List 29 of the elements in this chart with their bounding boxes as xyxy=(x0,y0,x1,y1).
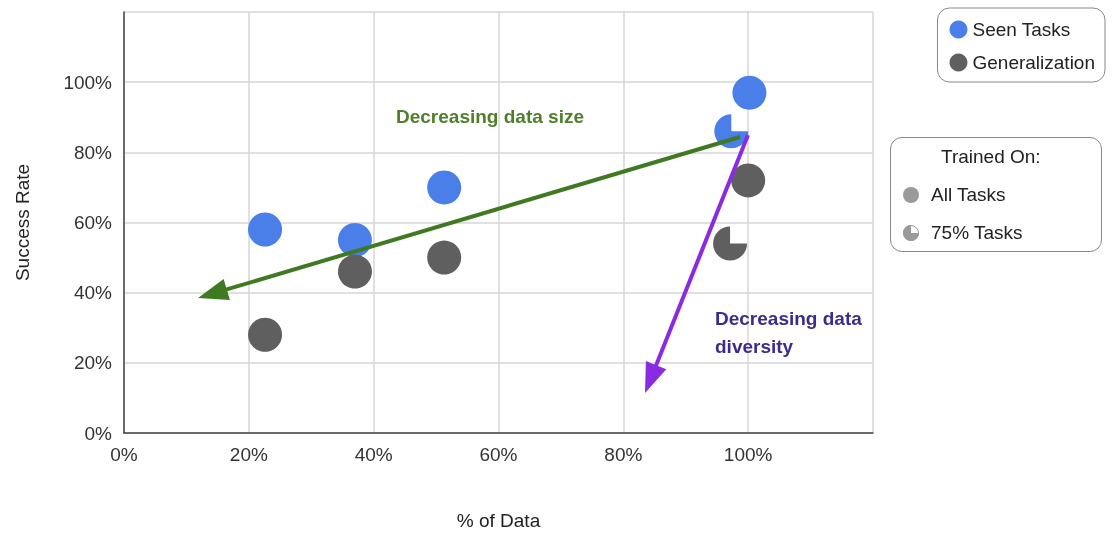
y-tick-label: 100% xyxy=(63,71,113,93)
x-tick-label: 80% xyxy=(604,444,643,465)
legend-label: Seen Tasks xyxy=(972,19,1071,40)
y-tick-label: 0% xyxy=(84,422,113,444)
legend-label: Generalization xyxy=(972,52,1096,73)
annotation: Decreasing data size xyxy=(396,106,584,128)
point xyxy=(427,240,462,275)
annotation: Decreasing data diversity xyxy=(715,307,863,359)
x-tick-label: 20% xyxy=(229,444,268,465)
x-tick-label: 100% xyxy=(723,444,773,465)
x-tick-label: 40% xyxy=(354,444,393,465)
point xyxy=(248,212,283,247)
point xyxy=(248,317,283,352)
y-tick-label: 20% xyxy=(73,352,113,374)
point xyxy=(427,170,462,205)
point xyxy=(713,226,748,261)
y-tick-label: 40% xyxy=(73,282,113,304)
x-tick-label: 60% xyxy=(479,444,518,465)
point xyxy=(732,75,767,110)
text: Trained On: xyxy=(941,146,1041,168)
y-axis-title: Success Rate xyxy=(12,163,33,282)
point xyxy=(337,254,372,289)
text: All Tasks xyxy=(931,184,1006,206)
x-axis-title: % of Data xyxy=(456,510,541,531)
text: 75% Tasks xyxy=(931,222,1023,244)
y-tick-label: 80% xyxy=(73,141,113,163)
point xyxy=(731,163,766,198)
y-tick-label: 60% xyxy=(73,212,113,233)
x-tick-label: 0% xyxy=(110,444,138,465)
